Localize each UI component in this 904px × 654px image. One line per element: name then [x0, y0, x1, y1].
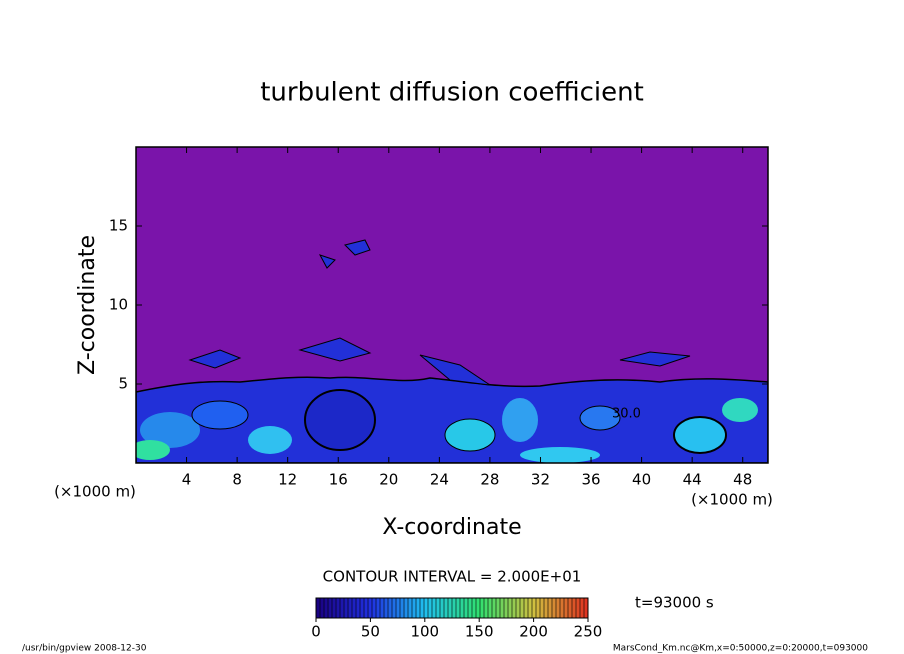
- colorbar-tick-label: 50: [361, 623, 380, 641]
- x-tick-label: 36: [581, 471, 600, 489]
- x-tick-label: 28: [480, 471, 499, 489]
- colorbar-tick-label: 100: [410, 623, 439, 641]
- x-tick-label: 44: [683, 471, 702, 489]
- colorbar-tick-label: 150: [465, 623, 494, 641]
- x-unit: (×1000 m): [691, 491, 773, 509]
- chart-title: turbulent diffusion coefficient: [260, 78, 644, 108]
- x-axis-label: X-coordinate: [382, 515, 521, 540]
- x-tick-label: 24: [430, 471, 449, 489]
- contour-field: 30.0: [136, 147, 768, 463]
- y-tick-label: 5: [118, 375, 128, 393]
- colorbar-tick-label: 200: [519, 623, 548, 641]
- x-tick-label: 8: [232, 471, 242, 489]
- x-tick-label: 32: [531, 471, 550, 489]
- colorbar-tick-label: 0: [311, 623, 321, 641]
- colorbar-tick-label: 250: [574, 623, 603, 641]
- x-tick-label: 48: [733, 471, 752, 489]
- y-tick-label: 15: [109, 217, 128, 235]
- contour-label: 30.0: [612, 407, 641, 422]
- footer-left: /usr/bin/gpview 2008-12-30: [22, 644, 147, 654]
- y-tick-label: 10: [109, 296, 128, 314]
- contour-interval: CONTOUR INTERVAL = 2.000E+01: [323, 568, 582, 586]
- x-tick-label: 16: [329, 471, 348, 489]
- x-tick-label: 4: [182, 471, 192, 489]
- footer-right: MarsCond_Km.nc@Km,x=0:50000,z=0:20000,t=…: [613, 644, 868, 654]
- time-label: t=93000 s: [635, 594, 714, 612]
- y-unit: (×1000 m): [54, 483, 136, 501]
- x-tick-label: 20: [379, 471, 398, 489]
- x-tick-label: 40: [632, 471, 651, 489]
- x-tick-label: 12: [278, 471, 297, 489]
- y-axis-label: Z-coordinate: [75, 235, 100, 375]
